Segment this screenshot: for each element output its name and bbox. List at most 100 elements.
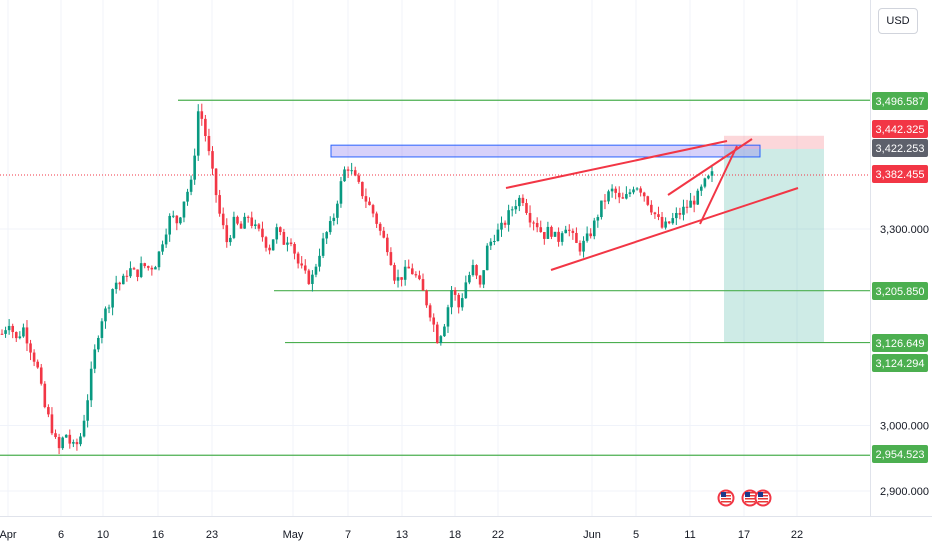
- candle-body: [628, 192, 632, 195]
- candle-body: [578, 242, 582, 252]
- time-axis[interactable]: Apr 6 10 16 23 May 7 13 18 22 Jun 5 11 17 22: [0, 529, 803, 541]
- candle-body: [211, 151, 214, 169]
- channel-lower-trendline: [550, 187, 799, 271]
- price-tick-label: 3,300.000: [880, 224, 929, 236]
- candle-body: [453, 290, 457, 295]
- zones-layer: [330, 135, 824, 343]
- price-label: 3,422.253: [876, 143, 925, 155]
- flag-stripe: [745, 501, 755, 503]
- candle-body: [57, 437, 61, 449]
- candle-body: [625, 194, 628, 199]
- time-tick-label: 22: [791, 529, 803, 541]
- candle-body: [125, 275, 129, 277]
- candle-body: [614, 188, 617, 193]
- candle-body: [371, 205, 375, 214]
- time-tick-label: 10: [97, 529, 109, 541]
- wedge-upper-trendline: [667, 138, 753, 196]
- candle-body: [543, 232, 546, 239]
- candle-body: [254, 224, 257, 226]
- candle-body: [139, 263, 143, 277]
- candle-body: [478, 275, 482, 285]
- price-label-box: [872, 120, 928, 138]
- candle-body: [610, 188, 614, 192]
- candle-body: [250, 217, 254, 226]
- candle-body: [204, 118, 207, 136]
- price-label: 2,954.523: [876, 449, 925, 461]
- candle-body: [521, 197, 525, 204]
- candle-body: [660, 216, 664, 228]
- time-tick-label: Jun: [583, 529, 601, 541]
- time-tick-label: 18: [449, 529, 461, 541]
- candle-body: [189, 179, 193, 192]
- candle-body: [114, 282, 118, 290]
- candle-body: [93, 349, 97, 369]
- candle-body: [532, 222, 535, 224]
- candle-body: [36, 361, 39, 368]
- candle-body: [710, 171, 714, 176]
- candle-body: [353, 170, 357, 176]
- candle-body: [89, 368, 93, 401]
- us-flag-icon[interactable]: [717, 489, 735, 507]
- candle-body: [221, 213, 225, 226]
- flag-canton: [745, 492, 750, 497]
- time-tick-label: 11: [684, 529, 695, 541]
- flag-canton: [758, 492, 763, 497]
- candle-body: [346, 169, 350, 171]
- candle-body: [703, 178, 707, 187]
- time-tick-label: 16: [152, 529, 164, 541]
- candle-body: [261, 228, 264, 238]
- candle-body: [75, 442, 79, 445]
- candle-body: [7, 325, 11, 331]
- price-label: 3,124.294: [876, 358, 925, 370]
- candle-body: [678, 212, 682, 215]
- candle-body: [664, 221, 667, 228]
- time-tick-label: 23: [206, 529, 218, 541]
- candle-body: [450, 290, 453, 308]
- economic-events[interactable]: [717, 489, 772, 507]
- candle-body: [50, 414, 54, 434]
- candle-body: [97, 337, 100, 350]
- candle-body: [439, 336, 443, 344]
- price-axis[interactable]: 2,900.000 3,000.000 3,300.000: [880, 224, 929, 498]
- wedge-lower-trendline: [699, 145, 738, 225]
- us-flag-icon[interactable]: [741, 489, 759, 507]
- price-label: 3,205.850: [876, 286, 925, 298]
- candle-body: [196, 111, 200, 156]
- candle-body: [414, 274, 418, 276]
- time-tick-label: 5: [633, 529, 639, 541]
- candle-body: [432, 317, 436, 325]
- candle-body: [154, 267, 157, 270]
- candle-body: [507, 210, 510, 225]
- candle-body: [275, 227, 279, 240]
- candle-body: [378, 223, 382, 231]
- candle-body: [29, 343, 32, 353]
- candle-body: [136, 269, 139, 277]
- currency-selector[interactable]: USD: [878, 8, 918, 34]
- candle-body: [336, 203, 339, 218]
- candle-body: [635, 188, 639, 190]
- price-tick-label: 2,900.000: [880, 486, 929, 498]
- candle-body: [400, 277, 403, 280]
- price-label-box: [872, 334, 928, 352]
- candle-body: [407, 266, 411, 269]
- candle-body: [525, 203, 528, 214]
- candle-body: [164, 234, 168, 245]
- trendlines: [505, 138, 799, 271]
- time-tick-label: 7: [345, 529, 351, 541]
- candle-body: [389, 252, 393, 266]
- candle-body: [82, 420, 86, 437]
- grid: [0, 0, 870, 516]
- candle-body: [79, 436, 82, 445]
- price-labels: 3,496.587 3,442.325 3,422.253 3,382.455 3,20…: [872, 92, 928, 463]
- candle-body: [621, 197, 625, 199]
- candle-body: [61, 437, 64, 449]
- candle-body: [546, 226, 550, 239]
- candle-body: [682, 206, 685, 215]
- candle-body: [567, 229, 571, 231]
- time-tick-label: Apr: [0, 529, 17, 541]
- candle-body: [243, 216, 246, 229]
- candle-body: [157, 251, 161, 268]
- us-flag-icon[interactable]: [754, 489, 772, 507]
- supply-zone: [330, 144, 761, 158]
